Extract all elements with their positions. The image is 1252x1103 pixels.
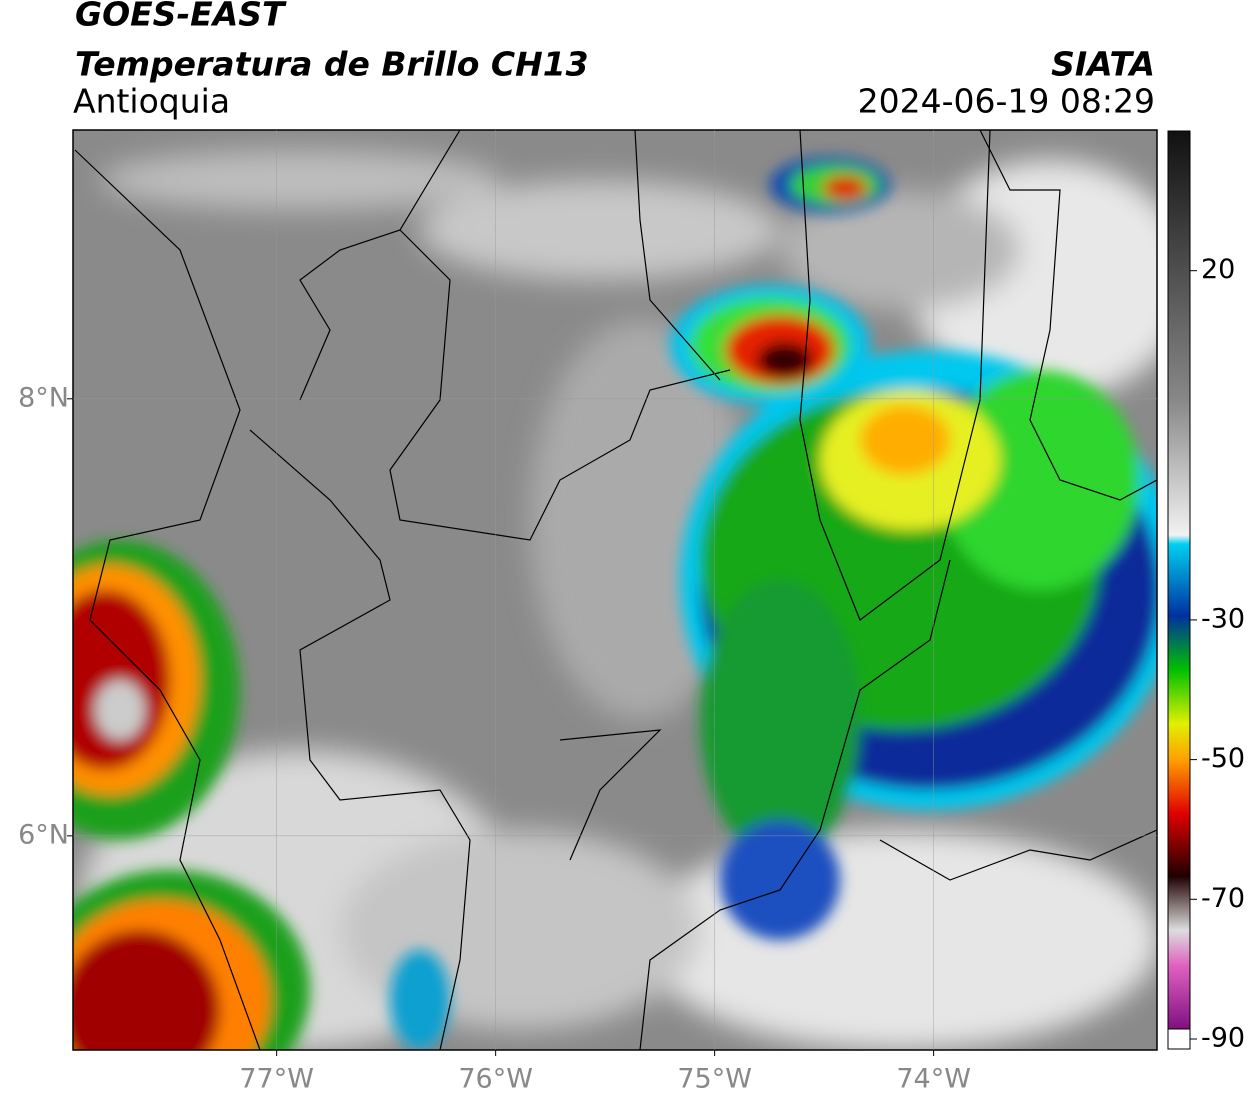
colorbar-label: -70	[1201, 883, 1245, 914]
colorbar-label: -30	[1201, 603, 1245, 634]
datetime: 2024-06-19 08:29	[858, 82, 1155, 121]
lon-label: 77°W	[239, 1064, 314, 1095]
source: SIATA	[1051, 45, 1155, 84]
colorbar	[1167, 130, 1191, 1030]
lat-label: 8°N	[18, 382, 69, 413]
lon-label: 75°W	[677, 1064, 752, 1095]
satellite-image	[73, 130, 1157, 1050]
lon-label: 74°W	[896, 1064, 971, 1095]
region: Antioquia	[73, 82, 230, 121]
subtitle: Temperatura de Brillo CH13	[75, 45, 589, 84]
lat-label: 6°N	[18, 819, 69, 850]
lon-label: 76°W	[458, 1064, 533, 1095]
colorbar-under	[1167, 1028, 1191, 1050]
map-frame	[72, 129, 1158, 1051]
title: GOES-EAST	[75, 0, 287, 34]
colorbar-label: 20	[1201, 254, 1235, 285]
colorbar-label: -50	[1201, 743, 1245, 774]
colorbar-label: -90	[1201, 1023, 1245, 1054]
